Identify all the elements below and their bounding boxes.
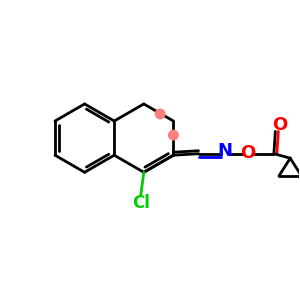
Text: N: N (217, 142, 232, 160)
Text: O: O (272, 116, 287, 134)
Circle shape (155, 109, 165, 119)
Circle shape (169, 130, 178, 140)
Text: Cl: Cl (132, 194, 150, 211)
Text: O: O (240, 144, 256, 162)
